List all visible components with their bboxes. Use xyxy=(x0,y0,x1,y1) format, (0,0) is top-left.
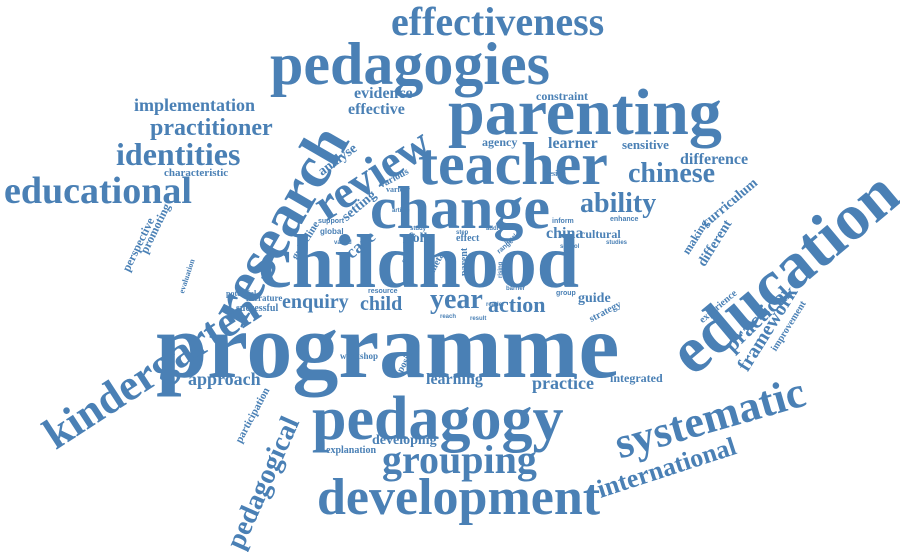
word: action xyxy=(488,292,546,317)
word: varied xyxy=(334,240,352,246)
word: childhood xyxy=(258,220,580,304)
word: characteristic xyxy=(164,167,229,179)
word: effect xyxy=(456,233,480,244)
word: article xyxy=(392,208,410,214)
word: barrier xyxy=(506,286,526,292)
word: variety xyxy=(386,185,410,194)
word: parent xyxy=(459,247,470,276)
word: reader xyxy=(486,302,505,308)
word: difference xyxy=(680,151,749,168)
word: inform xyxy=(552,218,574,225)
word: evaluation xyxy=(177,257,197,295)
word: pedagogical xyxy=(220,411,307,552)
word: china xyxy=(546,225,584,242)
word: support xyxy=(318,218,345,225)
word: parenting xyxy=(448,76,722,149)
word: practitioner xyxy=(150,115,273,141)
word: study xyxy=(410,226,427,232)
word: enhance xyxy=(610,216,639,223)
word: programme xyxy=(156,295,620,397)
word: educational xyxy=(4,170,192,212)
word: step xyxy=(456,230,469,236)
word: developing xyxy=(372,433,437,448)
word: explanation xyxy=(326,445,377,456)
word: design xyxy=(544,169,566,178)
word: effective xyxy=(348,101,405,118)
word: grouping xyxy=(382,437,537,482)
word: agency xyxy=(482,135,518,149)
word: folk xyxy=(408,231,432,246)
word: development xyxy=(317,469,601,526)
word: teacher xyxy=(418,131,608,197)
word: group xyxy=(556,290,576,297)
word: pedagogy xyxy=(312,385,564,453)
word: literature xyxy=(246,293,283,303)
word: potential xyxy=(226,289,257,298)
word: cultural xyxy=(580,227,621,241)
word: integrated xyxy=(610,371,663,385)
word: result xyxy=(470,316,487,322)
word: approach xyxy=(188,369,261,389)
word: child xyxy=(360,293,403,315)
word: identities xyxy=(116,136,241,172)
word: school xyxy=(560,244,580,250)
word: learning xyxy=(426,371,483,388)
word: resource xyxy=(368,288,398,295)
word: evidence xyxy=(354,85,413,102)
word: reach xyxy=(440,314,457,320)
word: successful xyxy=(236,303,279,314)
word: studies xyxy=(606,240,628,246)
word: constraint xyxy=(536,89,588,103)
word: change xyxy=(370,175,550,241)
word: guide xyxy=(578,291,611,306)
word: implementation xyxy=(134,95,255,115)
word: workshop xyxy=(340,351,379,361)
word: ability xyxy=(580,188,657,219)
word: rising xyxy=(498,261,504,278)
word: enquiry xyxy=(282,291,349,313)
word: year xyxy=(430,284,483,315)
word: sensitive xyxy=(622,137,669,152)
word: addr xyxy=(486,226,500,232)
word: global xyxy=(320,227,344,236)
word: learner xyxy=(548,135,598,152)
word: practice xyxy=(532,373,594,393)
word: effectiveness xyxy=(391,0,605,44)
word: pedagogies xyxy=(270,31,551,97)
word: chinese xyxy=(628,158,716,189)
